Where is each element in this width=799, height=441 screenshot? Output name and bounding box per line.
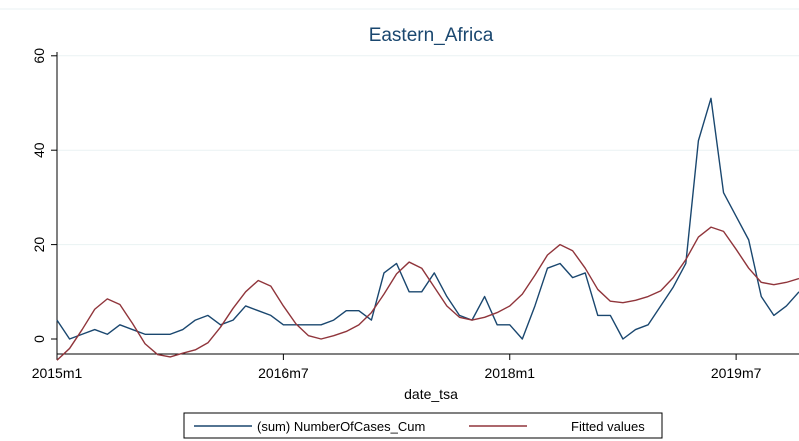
y-tick-label: 40 <box>31 142 47 158</box>
x-axis-label: date_tsa <box>404 386 458 402</box>
legend-label-0: (sum) NumberOfCases_Cum <box>257 419 425 434</box>
legend: (sum) NumberOfCases_Cum Fitted values <box>183 412 663 439</box>
x-tick-label: 2016m7 <box>258 365 309 381</box>
y-tick-label: 60 <box>31 48 47 64</box>
legend-label-1: Fitted values <box>571 419 645 434</box>
x-tick-label: 2015m1 <box>32 365 83 381</box>
series-line-0 <box>56 97 799 340</box>
x-tick-label: 2018m1 <box>484 365 535 381</box>
x-tick-label: 2019m7 <box>711 365 762 381</box>
legend-box <box>183 412 663 439</box>
series-lines <box>56 97 799 361</box>
series-line-1 <box>56 226 799 361</box>
y-tick-label: 0 <box>31 335 47 343</box>
chart-title: Eastern_Africa <box>369 25 494 46</box>
axes: 0 20 40 60 2015m1 2016m7 2018m1 2019m7 <box>31 48 799 381</box>
gridlines <box>0 8 799 246</box>
y-tick-label: 20 <box>31 237 47 253</box>
